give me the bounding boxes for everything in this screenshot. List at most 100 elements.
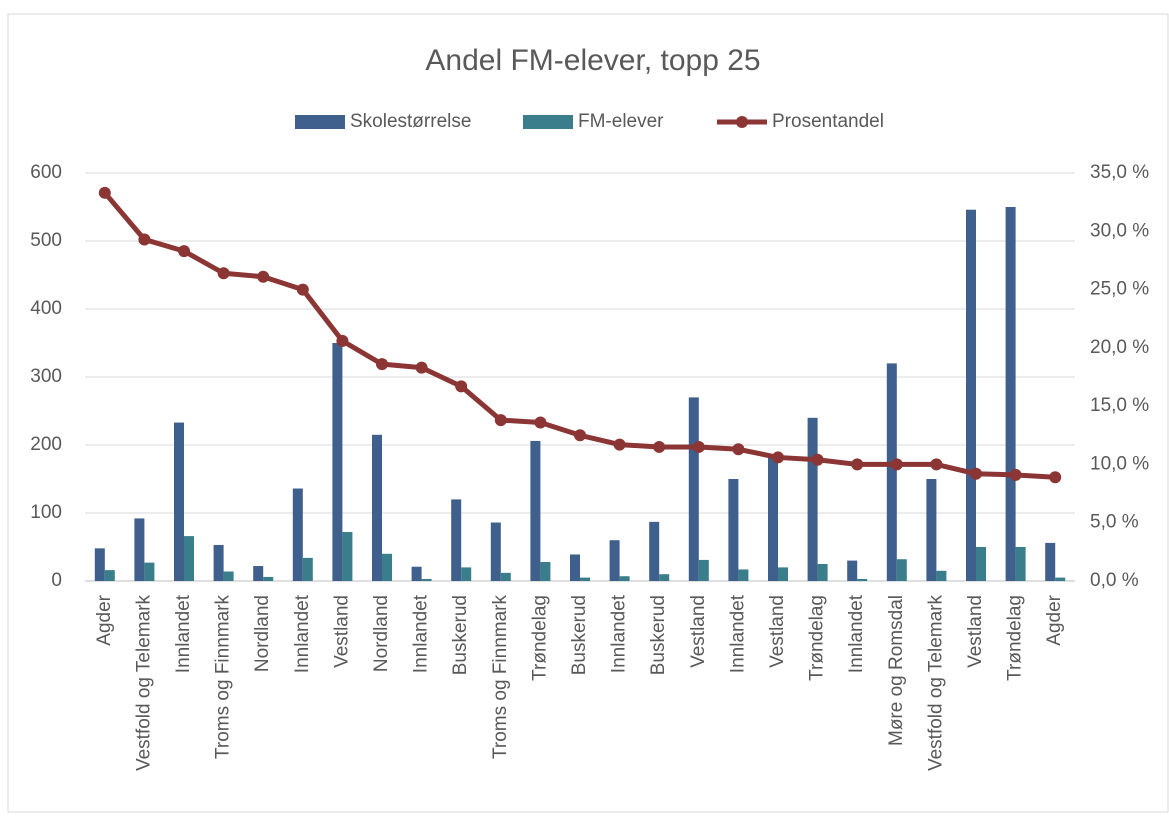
- x-tick-label: Buskerud: [450, 595, 471, 675]
- line-marker: [336, 334, 349, 347]
- line-marker: [653, 440, 666, 453]
- bar: [421, 578, 432, 581]
- bar: [886, 363, 897, 581]
- chart-title: Andel FM-elever, topp 25: [425, 44, 760, 77]
- x-tick-label: Vestland: [965, 595, 986, 668]
- x-tick-label: Trøndelag: [1005, 595, 1026, 681]
- x-tick-label: Vestland: [331, 595, 352, 668]
- line-marker: [970, 467, 982, 480]
- bar: [728, 479, 739, 581]
- x-tick-label: Innlandet: [846, 594, 867, 673]
- bar: [411, 566, 422, 581]
- bar: [896, 559, 907, 581]
- y2-tick-label: 10,0 %: [1090, 453, 1149, 474]
- bar: [461, 567, 472, 581]
- x-tick-label: Innlandet: [609, 594, 630, 673]
- legend-label: Prosentandel: [772, 111, 884, 132]
- x-tick-label: Innlandet: [727, 594, 748, 673]
- y2-tick-label: 5,0 %: [1090, 512, 1139, 533]
- line-marker: [890, 458, 903, 471]
- line-marker: [98, 186, 111, 199]
- x-tick-label: Innlandet: [411, 594, 432, 673]
- bar: [1005, 207, 1016, 581]
- bar: [372, 434, 382, 581]
- x-tick-label: Nordland: [252, 595, 273, 672]
- bar: [540, 561, 551, 581]
- bar: [94, 548, 105, 581]
- bar: [134, 518, 145, 581]
- x-tick-label: Vestfold og Telemark: [133, 595, 154, 772]
- y2-tick-label: 0,0 %: [1090, 570, 1139, 591]
- bar: [609, 540, 620, 581]
- bar: [619, 576, 630, 581]
- bar: [490, 522, 501, 581]
- bar: [302, 557, 313, 581]
- chart-border: [7, 13, 1169, 813]
- line-marker: [376, 358, 388, 371]
- x-tick-label: Vestland: [767, 595, 788, 668]
- x-tick-label: Møre og Romsdal: [886, 595, 907, 746]
- x-tick-label: Troms og Finnmark: [213, 595, 234, 759]
- bar: [817, 564, 828, 581]
- x-tick-label: Buskerud: [648, 595, 669, 675]
- y2-tick-label: 20,0 %: [1090, 337, 1149, 358]
- bar: [778, 567, 788, 581]
- line-marker: [217, 267, 230, 280]
- x-tick-label: Agder: [1044, 594, 1065, 645]
- bar: [580, 577, 590, 581]
- line-marker: [574, 429, 586, 442]
- bar: [382, 553, 392, 581]
- legend-label: Skolestørrelse: [350, 111, 471, 132]
- bar: [966, 209, 976, 581]
- bar: [342, 532, 353, 581]
- y-tick-label: 0: [51, 570, 62, 591]
- bar: [1055, 577, 1066, 581]
- bar: [292, 488, 303, 581]
- bar: [332, 343, 343, 581]
- y2-tick-label: 15,0 %: [1090, 395, 1149, 416]
- line-marker: [415, 361, 428, 374]
- x-tick-label: Trøndelag: [529, 595, 550, 681]
- legend-label: FM-elever: [578, 111, 664, 132]
- bar: [857, 578, 868, 581]
- bar: [976, 547, 986, 581]
- line-marker: [296, 283, 309, 296]
- bar: [263, 576, 274, 581]
- line-marker: [257, 270, 270, 283]
- bar: [1045, 542, 1056, 581]
- y2-tick-label: 30,0 %: [1090, 220, 1149, 241]
- bar: [174, 422, 184, 581]
- legend-swatch: [523, 115, 573, 129]
- bar: [500, 572, 511, 581]
- bar: [184, 536, 194, 581]
- y-tick-label: 400: [30, 298, 62, 319]
- y2-tick-label: 25,0 %: [1090, 279, 1149, 300]
- bar: [926, 479, 937, 581]
- x-tick-label: Buskerud: [569, 595, 590, 675]
- bar: [213, 544, 224, 581]
- bar: [847, 560, 858, 581]
- bar: [698, 559, 709, 581]
- x-tick-label: Vestland: [688, 595, 709, 668]
- line-marker: [732, 443, 745, 456]
- y-tick-label: 200: [30, 434, 62, 455]
- bar: [253, 566, 264, 581]
- bar: [104, 570, 115, 581]
- line-marker: [494, 414, 507, 427]
- x-tick-label: Troms og Finnmark: [490, 595, 511, 759]
- line-marker: [178, 245, 190, 258]
- bar: [451, 499, 462, 581]
- bar: [807, 417, 818, 581]
- line-marker: [930, 458, 943, 471]
- line-marker: [772, 451, 784, 464]
- line-marker: [613, 438, 626, 451]
- legend-marker: [736, 116, 748, 128]
- line-marker: [138, 233, 151, 246]
- bar: [1015, 547, 1026, 581]
- legend-swatch: [295, 115, 345, 129]
- y-tick-label: 300: [30, 366, 62, 387]
- line-marker: [534, 416, 547, 429]
- line-marker: [851, 458, 864, 471]
- line-marker: [1049, 471, 1062, 484]
